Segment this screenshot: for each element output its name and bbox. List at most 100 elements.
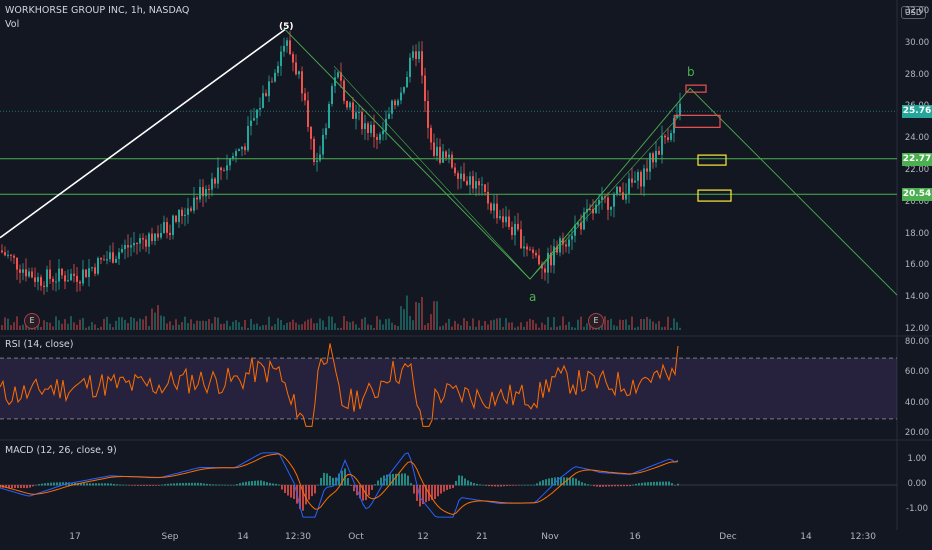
volume-bar bbox=[40, 326, 42, 330]
macd-histogram-bar bbox=[602, 485, 604, 487]
candle-body bbox=[232, 156, 234, 159]
macd-histogram-bar bbox=[416, 485, 418, 501]
volume-bar bbox=[364, 317, 366, 330]
candle-body bbox=[61, 268, 63, 276]
candle-body bbox=[256, 109, 258, 119]
currency-selector[interactable]: USD bbox=[900, 6, 926, 19]
volume-bar bbox=[472, 318, 474, 330]
candle-body bbox=[610, 206, 612, 210]
time-tick-label: Sep bbox=[161, 532, 179, 542]
macd-histogram-bar bbox=[110, 483, 112, 486]
candle-body bbox=[58, 268, 60, 282]
volume-bar bbox=[514, 327, 516, 330]
candle-body bbox=[70, 273, 72, 281]
price-tick-label: 20.00 bbox=[904, 196, 930, 207]
macd-histogram-bar bbox=[629, 485, 631, 487]
candle-body bbox=[400, 92, 402, 101]
volume-bar bbox=[217, 317, 219, 330]
macd-histogram-bar bbox=[608, 485, 610, 487]
candle-body bbox=[4, 252, 6, 256]
macd-histogram-bar bbox=[107, 483, 109, 486]
volume-bar bbox=[640, 318, 642, 330]
candle-body bbox=[310, 126, 312, 139]
candle-body bbox=[160, 232, 162, 238]
macd-histogram-bar bbox=[578, 480, 580, 486]
earnings-marker[interactable]: E bbox=[588, 313, 604, 329]
rsi-tick-label: 20.00 bbox=[904, 428, 930, 438]
macd-histogram-bar bbox=[131, 485, 133, 486]
macd-histogram-bar bbox=[410, 483, 412, 486]
target-box bbox=[697, 189, 732, 202]
candle-body bbox=[403, 87, 405, 93]
volume-bar bbox=[340, 327, 342, 330]
candle-body bbox=[502, 216, 504, 223]
macd-histogram-bar bbox=[332, 477, 334, 486]
macd-histogram-bar bbox=[329, 475, 331, 486]
candle-body bbox=[514, 223, 516, 236]
macd-histogram-bar bbox=[398, 473, 400, 486]
candle-body bbox=[607, 197, 609, 210]
volume-bar bbox=[346, 321, 348, 330]
macd-histogram-bar bbox=[650, 482, 652, 486]
macd-histogram-bar bbox=[563, 477, 565, 486]
price-tick-label: 30.00 bbox=[904, 37, 930, 48]
time-tick-label: 12:30 bbox=[850, 532, 876, 542]
candle-body bbox=[166, 221, 168, 233]
macd-histogram-bar bbox=[323, 472, 325, 486]
volume-bar bbox=[175, 319, 177, 330]
candle-body bbox=[436, 146, 438, 156]
price-badge: 22.77 bbox=[902, 152, 932, 166]
candle-body bbox=[328, 104, 330, 129]
macd-histogram-bar bbox=[506, 485, 508, 486]
earnings-marker[interactable]: E bbox=[24, 313, 40, 329]
wave-a-label: a bbox=[529, 290, 537, 304]
volume-bar bbox=[274, 324, 276, 330]
volume-bar bbox=[574, 327, 576, 330]
volume-bar bbox=[586, 323, 588, 330]
macd-histogram-bar bbox=[290, 485, 292, 498]
macd-histogram-bar bbox=[164, 484, 166, 486]
candle-body bbox=[337, 72, 339, 78]
volume-bar bbox=[403, 309, 405, 330]
volume-bar bbox=[679, 327, 681, 330]
candle-body bbox=[676, 115, 678, 118]
volume-bar bbox=[631, 316, 633, 330]
macd-histogram-bar bbox=[422, 485, 424, 505]
macd-title[interactable]: MACD (12, 26, close, 9) bbox=[5, 445, 117, 456]
volume-bar bbox=[406, 295, 408, 330]
candle-body bbox=[637, 171, 639, 181]
macd-histogram-bar bbox=[56, 482, 58, 486]
volume-bar bbox=[82, 318, 84, 330]
time-tick-label: 21 bbox=[476, 532, 488, 542]
volume-bar bbox=[556, 326, 558, 330]
candle-body bbox=[196, 197, 198, 200]
rsi-title[interactable]: RSI (14, close) bbox=[5, 339, 74, 350]
macd-histogram-bar bbox=[653, 481, 655, 486]
volume-bar bbox=[652, 321, 654, 330]
volume-bar bbox=[169, 321, 171, 330]
candle-body bbox=[10, 254, 12, 256]
candle-body bbox=[367, 123, 369, 133]
candle-body bbox=[280, 51, 282, 67]
volume-bar bbox=[526, 321, 528, 330]
volume-bar bbox=[202, 320, 204, 330]
volume-bar bbox=[589, 325, 591, 330]
macd-histogram-bar bbox=[527, 484, 529, 486]
volume-bar bbox=[151, 308, 153, 330]
macd-histogram-bar bbox=[251, 480, 253, 486]
volume-bar bbox=[478, 320, 480, 330]
candle-body bbox=[211, 178, 213, 190]
candle-body bbox=[409, 57, 411, 77]
volume-bar bbox=[148, 325, 150, 330]
volume-bar bbox=[628, 324, 630, 330]
macd-histogram-bar bbox=[149, 485, 151, 486]
signal-line bbox=[0, 453, 679, 516]
macd-histogram-bar bbox=[341, 470, 343, 486]
macd-histogram-bar bbox=[128, 485, 130, 486]
candle-body bbox=[505, 216, 507, 223]
macd-histogram-bar bbox=[515, 485, 517, 486]
candle-body bbox=[643, 168, 645, 187]
candle-body bbox=[565, 244, 567, 247]
